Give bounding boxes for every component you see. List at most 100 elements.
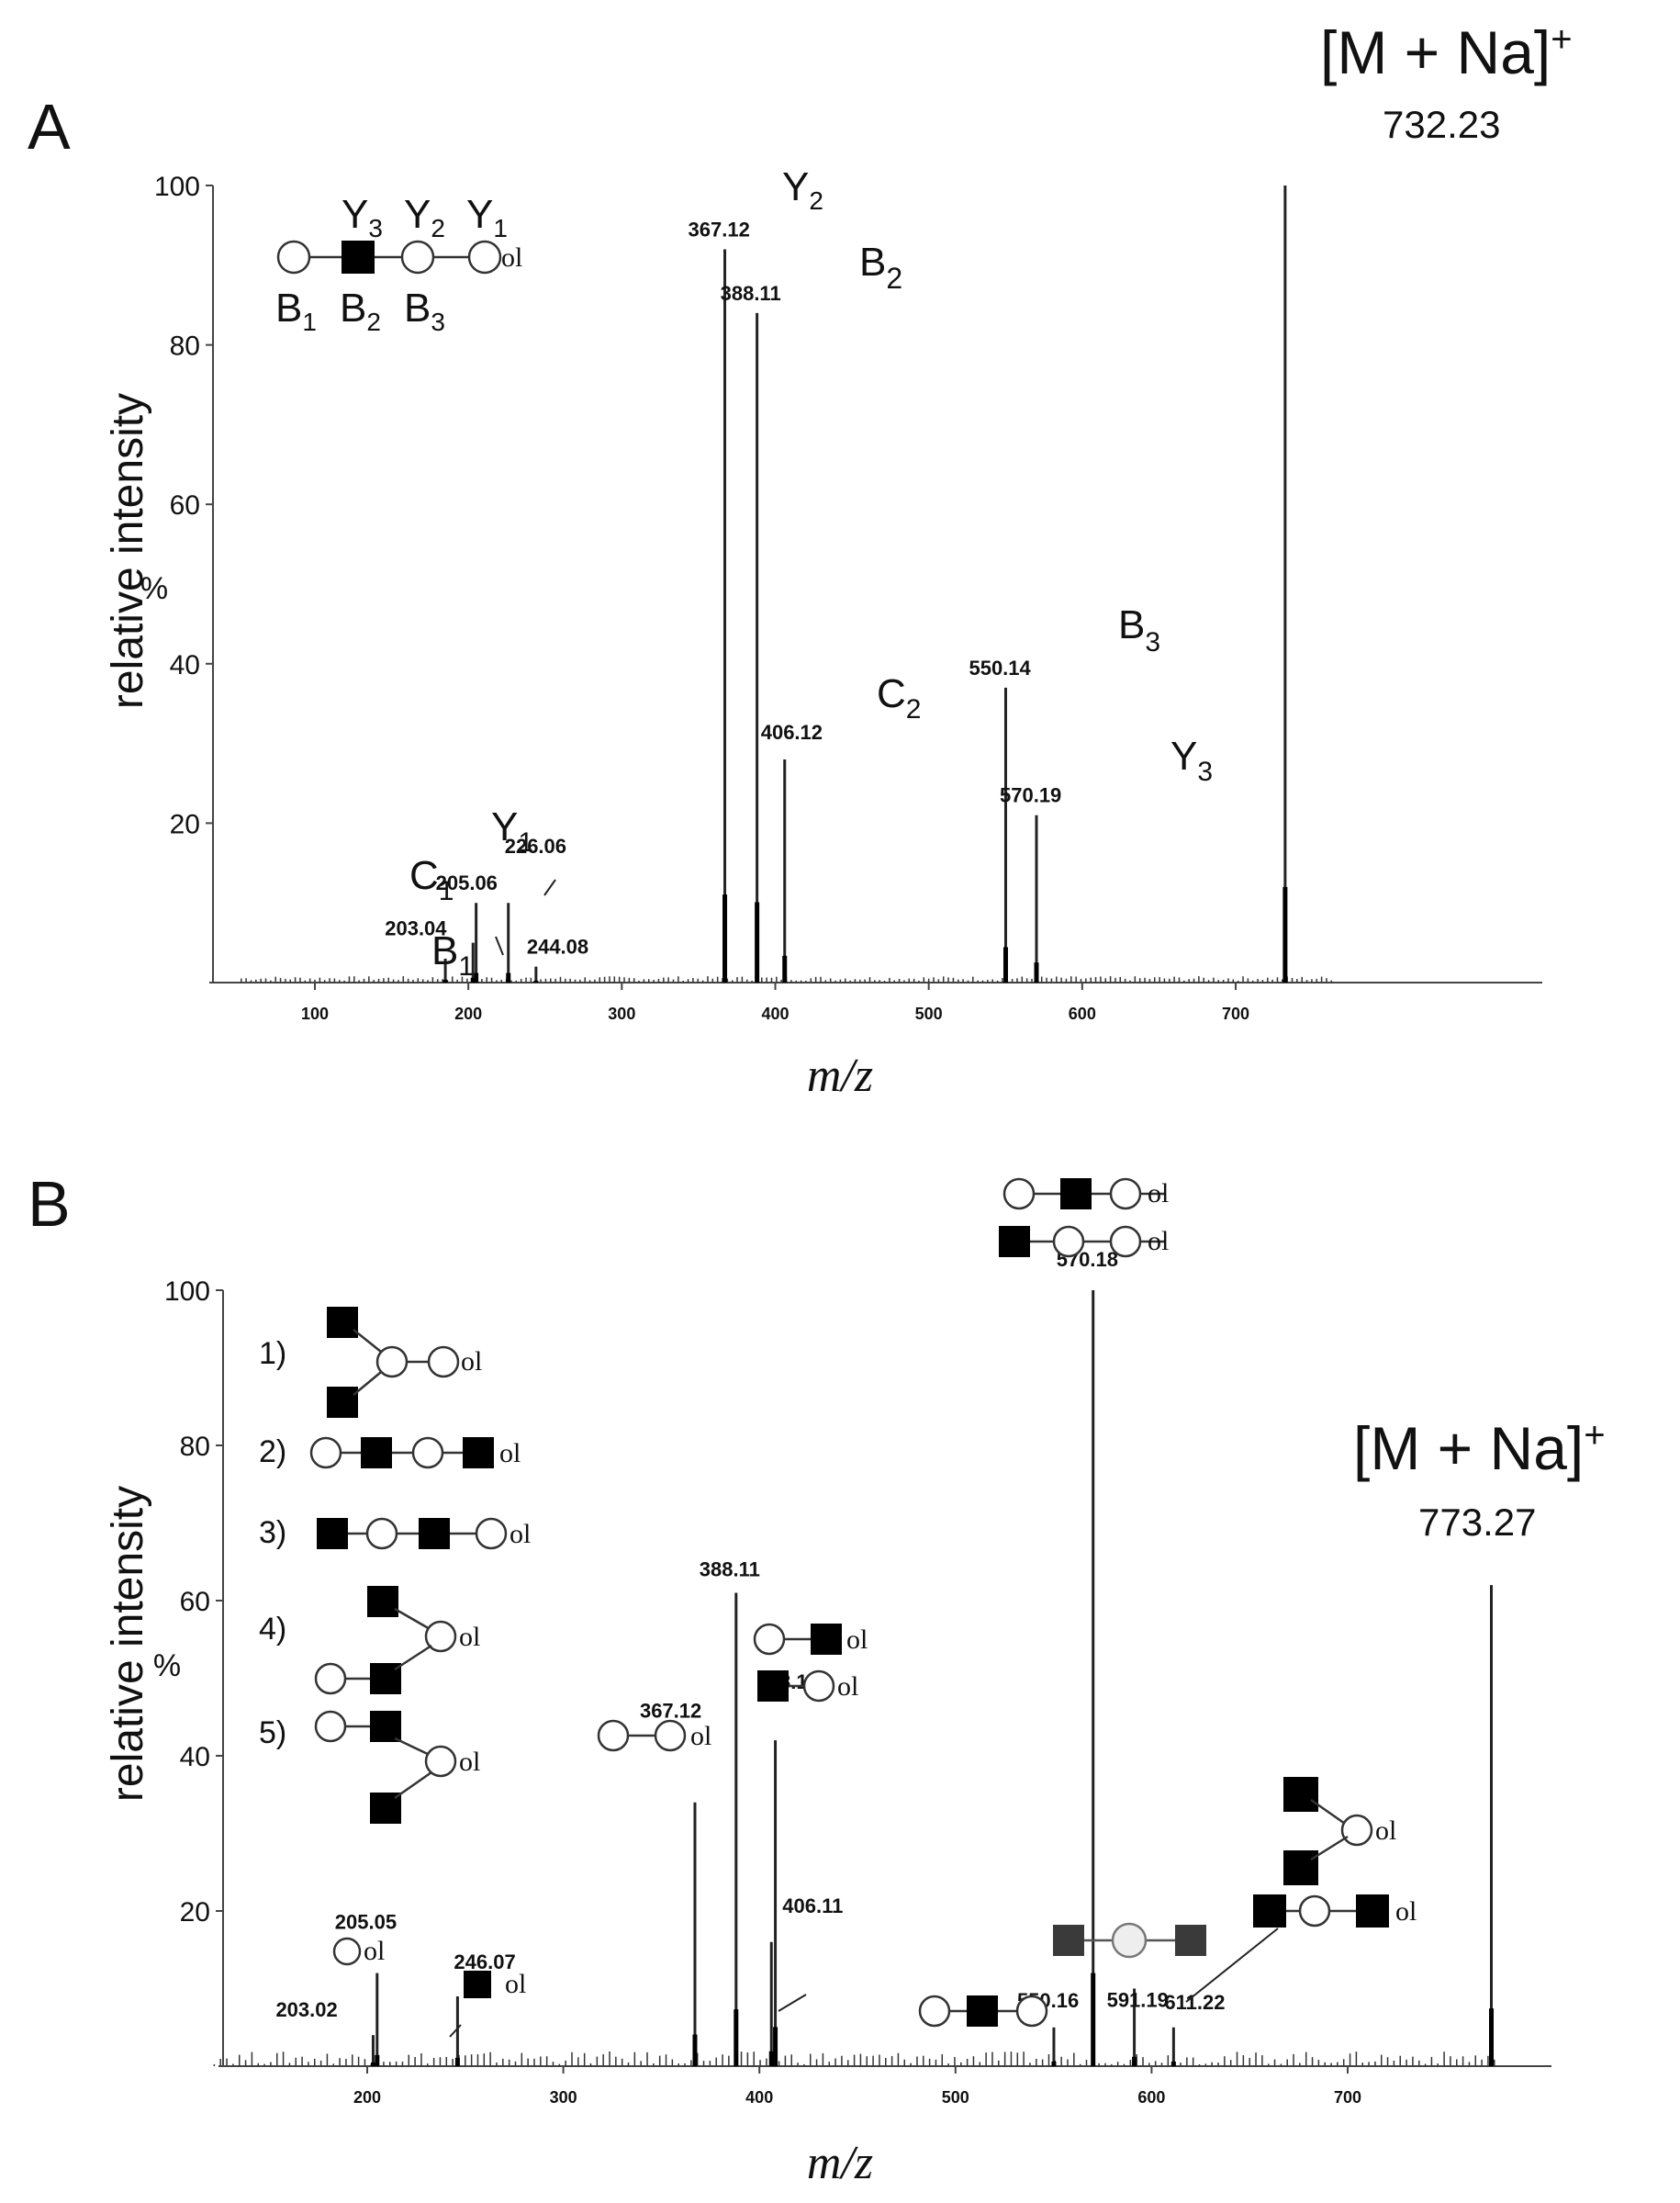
hex-circle-icon <box>1340 1814 1373 1847</box>
x-tick-label: 700 <box>1334 2088 1361 2107</box>
leader-406 <box>778 1994 807 2012</box>
glcnac-square-icon <box>1283 1850 1318 1885</box>
alditol-label: ol <box>846 1624 868 1655</box>
hex-circle-icon <box>654 1719 687 1752</box>
ion-label-y3: Y3 <box>1170 734 1213 787</box>
hex-circle-icon <box>375 1345 409 1378</box>
cleavage-y2: Y2 <box>404 192 445 242</box>
hex-circle-icon <box>424 1745 457 1778</box>
alditol-label: ol <box>499 1438 521 1468</box>
x-tick-label: 600 <box>1137 2088 1165 2107</box>
gal-circle-icon <box>276 240 311 275</box>
alditol-label: ol <box>1395 1896 1417 1927</box>
hex-circle-icon <box>802 1669 835 1703</box>
peak-label: 367.12 <box>689 218 750 241</box>
glcnac-square-icon <box>811 1624 842 1655</box>
fragment-glyphs-b: ol ol ol ol ol ol ol <box>332 1177 1417 2038</box>
ion-label-y2: Y2 <box>782 164 823 215</box>
hex-circle-icon <box>314 1662 347 1695</box>
y-tick-label: 100 <box>164 1276 210 1307</box>
peak-label: 550.14 <box>969 657 1031 680</box>
hex-circle-icon <box>427 1345 460 1378</box>
x-tick-label: 200 <box>454 1005 482 1023</box>
peak-label: 388.11 <box>700 1558 760 1581</box>
ion-label-b3: B3 <box>1118 602 1160 658</box>
alditol-label: ol <box>461 1346 482 1377</box>
hex-circle-icon <box>365 1517 398 1550</box>
glcnac-square-icon <box>317 1518 348 1549</box>
x-tick-label: 500 <box>942 2088 969 2107</box>
hex-circle-icon <box>1111 1922 1148 1959</box>
glcnac-square-icon <box>757 1670 789 1702</box>
glcnac-square-icon <box>1053 1925 1084 1956</box>
glcnac-square-icon <box>1060 1178 1092 1209</box>
y-unit-b: % <box>153 1648 181 1683</box>
alditol-label: ol <box>837 1671 858 1702</box>
x-tick-label: 300 <box>550 2088 577 2107</box>
parent-ion-a-label: [M + Na]+ <box>1320 18 1573 86</box>
x-axis-title-b: m/z <box>807 2137 873 2189</box>
glcnac-square-icon <box>999 1226 1030 1257</box>
glcnac-square-icon <box>327 1307 358 1338</box>
peak-label: 367.12 <box>640 1700 701 1723</box>
ion-label-b2: B2 <box>859 240 902 295</box>
peak-label: 406.12 <box>761 721 823 744</box>
hex-circle-icon <box>1015 1995 1048 2028</box>
glcnac-square-icon <box>1283 1777 1318 1812</box>
hex-circle-icon <box>1109 1225 1142 1258</box>
peak-label: 205.06 <box>436 871 498 894</box>
structure-legend: 1) ol 2) ol 3) ol 4) <box>259 1307 531 1824</box>
peaks-a: 367.12 388.11 406.12 550.14 570.19 205.06 203.… <box>385 185 1288 983</box>
hex-circle-icon <box>424 1620 457 1653</box>
peaks-b: 570.18388.11408.13367.12406.11591.19611.… <box>275 1248 1495 2066</box>
hex-circle-icon <box>314 1710 347 1743</box>
peak-label: 570.19 <box>1000 784 1061 807</box>
panel-a: A [M + Na]+ 732.23 20 40 60 80 100 100 200 300 4… <box>28 18 1573 1102</box>
x-tick-label: 500 <box>915 1005 943 1023</box>
hex-circle-icon <box>332 1937 362 1966</box>
alditol-label: ol <box>510 1519 531 1549</box>
structure-4-label: 4) <box>259 1612 286 1647</box>
structure-2-label: 2) <box>259 1434 286 1469</box>
leader-226 <box>543 879 556 896</box>
hex-circle-icon <box>597 1719 630 1752</box>
x-tick-label: 100 <box>301 1005 329 1023</box>
hex-circle-icon <box>1109 1177 1142 1210</box>
structure-1-label: 1) <box>259 1336 286 1371</box>
glcnac-square-icon <box>327 1387 358 1418</box>
hex-circle-icon <box>309 1436 342 1469</box>
peak-label: 203.02 <box>275 1998 337 2021</box>
y-tick-label: 40 <box>180 1742 210 1772</box>
glcnac-square-icon <box>1356 1894 1389 1928</box>
y-tick-label: 100 <box>154 172 200 202</box>
y-tick-label: 20 <box>180 1897 210 1928</box>
x-tick-label: 300 <box>608 1005 635 1023</box>
glcnac-square-icon <box>367 1586 398 1617</box>
panel-b: B [M + Na]+ 773.27 20 40 60 80 100 200 300 400 5… <box>28 1168 1606 2189</box>
baseline-noise-b <box>213 2051 1495 2066</box>
x-tick-label: 400 <box>745 2088 773 2107</box>
glcnac-square-icon <box>967 1995 998 2027</box>
glcnac-square-icon <box>370 1711 401 1742</box>
x-tick-label: 200 <box>353 2088 381 2107</box>
parent-ion-a-value: 732.23 <box>1383 103 1500 146</box>
glcnac-square-icon <box>1253 1894 1286 1928</box>
glcnac-square-icon <box>1175 1925 1206 1956</box>
peak-label: 205.05 <box>335 1911 397 1934</box>
glcnac-square-icon <box>342 241 375 274</box>
parent-ion-b-value: 773.27 <box>1418 1501 1536 1544</box>
cleavage-b1: B1 <box>275 286 317 336</box>
peak-label: 406.11 <box>782 1894 843 1917</box>
y-unit-a: % <box>140 571 168 606</box>
hex-circle-icon <box>753 1623 786 1656</box>
y-tick-label: 20 <box>170 809 200 839</box>
x-tick-label: 700 <box>1222 1005 1249 1023</box>
ion-label-c2: C2 <box>877 671 921 725</box>
hex-circle-icon <box>475 1517 508 1550</box>
panel-b-letter: B <box>28 1168 71 1240</box>
alditol-label: ol <box>1148 1178 1169 1208</box>
y-tick-label: 60 <box>170 490 200 521</box>
peak-label: 246.07 <box>454 1950 515 1973</box>
cleavage-y1: Y1 <box>466 192 508 242</box>
